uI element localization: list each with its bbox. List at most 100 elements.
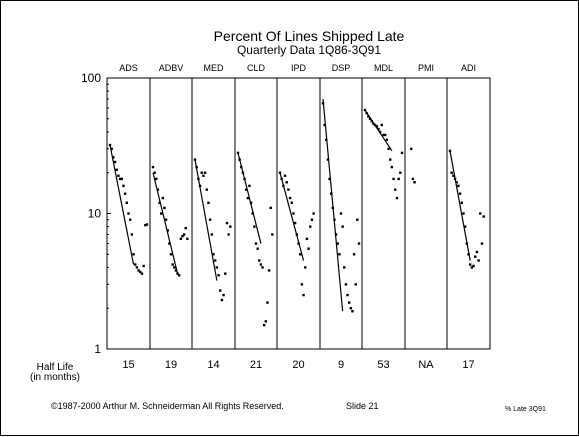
data-point — [400, 151, 404, 155]
data-point — [302, 293, 305, 297]
panel-med: MED 14 — [193, 63, 232, 371]
data-point — [271, 233, 274, 236]
data-point — [113, 160, 117, 164]
chart-subtitle: Quarterly Data 1Q86-3Q91 — [237, 43, 381, 57]
data-point — [142, 264, 145, 268]
y-tick-label: 10 — [88, 207, 102, 221]
data-point — [155, 177, 158, 181]
data-point — [413, 181, 416, 184]
data-point — [139, 270, 142, 274]
data-point — [411, 177, 415, 181]
panels: ADS 15 ADBV 19 MED 14 CLD 21 IPD 20 DSP 9 MDL 53 PMI NA… — [108, 63, 485, 371]
data-point — [137, 269, 140, 272]
panel-pmi: PMI NA — [410, 63, 434, 371]
panel-dsp: DSP 9 — [321, 63, 361, 371]
data-point — [166, 229, 169, 232]
data-point — [169, 253, 173, 256]
data-point — [297, 242, 300, 245]
data-point — [198, 184, 202, 188]
data-point — [186, 237, 189, 241]
data-point — [227, 233, 230, 236]
data-point — [321, 102, 325, 105]
data-point — [120, 177, 123, 181]
data-point — [213, 259, 217, 262]
half-life-value: 53 — [377, 359, 389, 371]
data-point — [123, 192, 127, 195]
panel-label: PMI — [418, 63, 434, 73]
data-point — [392, 177, 395, 181]
data-point — [220, 298, 224, 302]
data-point — [479, 212, 482, 215]
data-point — [117, 174, 120, 177]
data-point — [378, 130, 382, 134]
data-point — [480, 242, 484, 245]
half-life-value: 20 — [292, 359, 304, 371]
data-point — [207, 201, 210, 204]
data-point — [248, 184, 251, 188]
data-point — [246, 196, 250, 200]
data-point — [329, 192, 333, 195]
y-axis: 1 10 100 — [81, 71, 111, 356]
data-point — [347, 301, 351, 304]
data-point — [144, 223, 147, 227]
panel-label: DSP — [332, 63, 351, 73]
data-point — [212, 253, 215, 256]
data-point — [135, 266, 139, 269]
data-point — [453, 177, 457, 181]
data-point — [448, 149, 452, 153]
y-tick-label: 100 — [81, 71, 101, 85]
data-point — [238, 158, 241, 161]
half-life-unit: (in months) — [30, 372, 80, 383]
panel-label: CLD — [247, 63, 266, 73]
data-point — [244, 188, 248, 191]
data-point — [266, 301, 269, 304]
data-point — [467, 253, 470, 256]
data-point — [460, 201, 463, 204]
data-point — [241, 171, 245, 174]
data-point — [108, 143, 112, 147]
data-point — [249, 201, 253, 204]
data-point — [305, 237, 309, 241]
data-point — [195, 165, 198, 169]
half-life-value: 14 — [207, 359, 219, 371]
data-point — [176, 272, 179, 275]
data-point — [341, 225, 344, 228]
data-point — [159, 212, 163, 215]
data-point — [399, 171, 402, 174]
data-point — [465, 242, 469, 245]
data-point — [151, 165, 155, 169]
half-life-value: 21 — [250, 359, 262, 371]
data-point — [219, 289, 222, 292]
data-point — [229, 225, 232, 228]
data-point — [158, 201, 161, 204]
data-point — [177, 274, 181, 277]
data-point — [482, 215, 485, 218]
data-point — [336, 242, 339, 245]
data-point — [380, 123, 384, 127]
footer-copyright: ©1987-2000 Arthur M. Schneiderman All Ri… — [51, 401, 284, 411]
trend-line — [322, 98, 344, 312]
half-life-value: 9 — [338, 359, 344, 371]
data-point — [164, 218, 168, 221]
data-point — [346, 293, 349, 297]
data-point — [385, 138, 389, 141]
data-point — [254, 242, 258, 245]
data-point — [251, 212, 254, 215]
data-point — [410, 147, 413, 151]
data-point — [457, 184, 460, 188]
data-point — [283, 174, 287, 177]
data-point — [280, 177, 283, 181]
data-point — [382, 133, 385, 137]
data-point — [397, 177, 400, 181]
data-point — [153, 171, 156, 174]
data-point — [179, 237, 183, 241]
data-point — [455, 181, 458, 184]
footer-slide: Slide 21 — [346, 401, 379, 411]
data-point — [295, 233, 299, 236]
data-point — [474, 255, 477, 258]
data-point — [304, 266, 307, 269]
data-point — [258, 259, 261, 262]
data-point — [298, 253, 302, 256]
data-point — [130, 233, 134, 236]
panel-adi: ADI 17 — [448, 63, 485, 371]
